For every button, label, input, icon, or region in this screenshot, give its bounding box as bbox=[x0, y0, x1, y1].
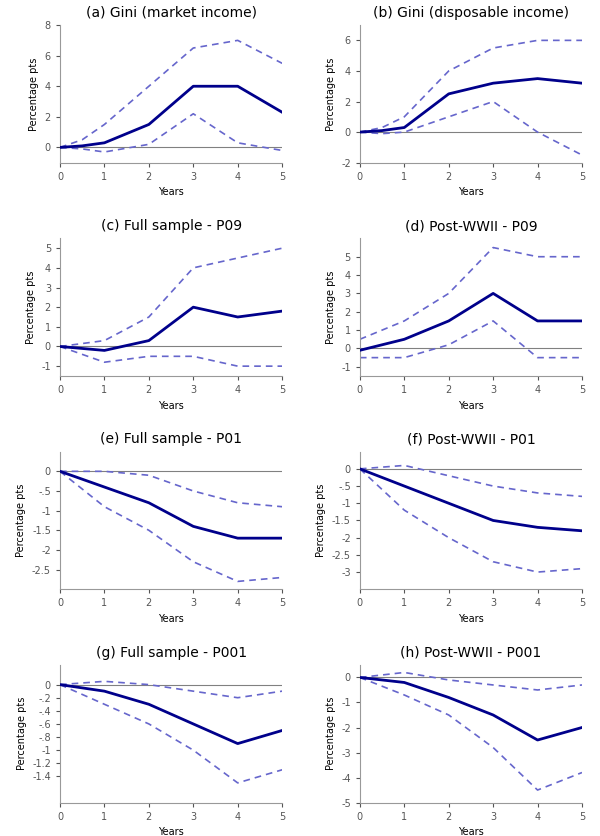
Title: (g) Full sample - P001: (g) Full sample - P001 bbox=[95, 645, 247, 660]
Title: (c) Full sample - P09: (c) Full sample - P09 bbox=[101, 219, 242, 233]
X-axis label: Years: Years bbox=[458, 400, 484, 410]
Y-axis label: Percentage pts: Percentage pts bbox=[17, 697, 26, 771]
X-axis label: Years: Years bbox=[458, 614, 484, 624]
Title: (h) Post-WWII - P001: (h) Post-WWII - P001 bbox=[400, 645, 542, 660]
Y-axis label: Percentage pts: Percentage pts bbox=[326, 271, 335, 344]
Title: (f) Post-WWII - P01: (f) Post-WWII - P01 bbox=[407, 432, 535, 446]
Title: (d) Post-WWII - P09: (d) Post-WWII - P09 bbox=[404, 219, 537, 233]
Y-axis label: Percentage pts: Percentage pts bbox=[316, 484, 326, 557]
X-axis label: Years: Years bbox=[158, 827, 184, 836]
Y-axis label: Percentage pts: Percentage pts bbox=[29, 57, 39, 130]
Y-axis label: Percentage pts: Percentage pts bbox=[26, 271, 36, 344]
X-axis label: Years: Years bbox=[458, 827, 484, 836]
X-axis label: Years: Years bbox=[158, 400, 184, 410]
Y-axis label: Percentage pts: Percentage pts bbox=[326, 697, 335, 771]
Y-axis label: Percentage pts: Percentage pts bbox=[326, 57, 335, 130]
X-axis label: Years: Years bbox=[158, 614, 184, 624]
X-axis label: Years: Years bbox=[458, 187, 484, 197]
X-axis label: Years: Years bbox=[158, 187, 184, 197]
Title: (b) Gini (disposable income): (b) Gini (disposable income) bbox=[373, 6, 569, 20]
Title: (e) Full sample - P01: (e) Full sample - P01 bbox=[100, 432, 242, 446]
Y-axis label: Percentage pts: Percentage pts bbox=[16, 484, 26, 557]
Title: (a) Gini (market income): (a) Gini (market income) bbox=[86, 6, 257, 20]
